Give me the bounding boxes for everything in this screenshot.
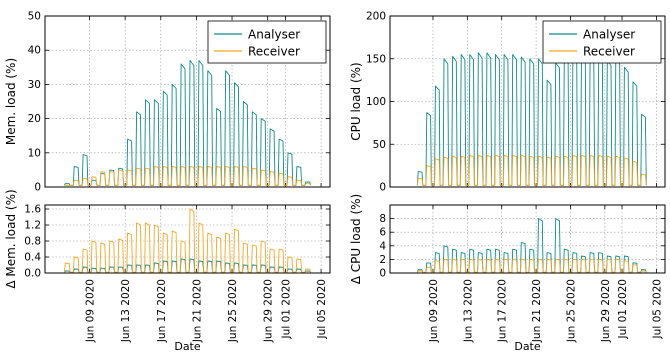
- series-line-receiver: [64, 166, 311, 186]
- y-tick-label: 1.2: [24, 220, 41, 232]
- y-tick-label: 6: [379, 227, 386, 239]
- legend: Analyser Receiver: [207, 20, 327, 64]
- chart-delta-cpu: 0 2 46 8 Δ CPU load (%) Jun 09 2020 Jun 13 202…: [349, 194, 666, 353]
- series-line-analyser: [416, 218, 647, 273]
- x-axis-label: Date: [514, 340, 541, 353]
- y-tick-label: 0: [34, 182, 41, 194]
- x-tick-label: Jun 21 2020: [191, 279, 203, 343]
- plot-frame: [389, 204, 666, 274]
- plot-frame: [44, 204, 331, 274]
- y-tick-label: 8: [379, 213, 386, 225]
- x-tick-label: Jul 01 2020: [617, 279, 629, 339]
- x-tick-label: Jun 13 2020: [462, 279, 474, 343]
- y-tick-label: 50: [28, 11, 41, 23]
- x-axis-label: Date: [174, 340, 201, 353]
- y-axis-label: Δ CPU load (%): [349, 194, 363, 284]
- x-tick-label: Jun 25 2020: [565, 279, 577, 343]
- legend: Analyser Receiver: [542, 20, 662, 64]
- x-tick-label: Jun 09 2020: [85, 279, 97, 343]
- plot-frame: [44, 15, 331, 188]
- y-tick-label: 0: [379, 268, 386, 280]
- x-tick-label: Jun 13 2020: [120, 279, 132, 343]
- legend-label-receiver: Receiver: [583, 45, 635, 59]
- x-tick-label: Jun 29 2020: [263, 279, 275, 343]
- series-line-analyser: [64, 258, 311, 273]
- y-tick-label: 0: [379, 182, 386, 194]
- chart-cpu-load: 0 50 100 150 200 CPU load (%) Analyser Receiver: [349, 11, 666, 194]
- y-tick-label: 100: [366, 96, 386, 108]
- y-tick-label: 10: [28, 147, 41, 159]
- y-axis-label: Mem. load (%): [4, 58, 18, 145]
- y-axis-label: CPU load (%): [349, 62, 363, 140]
- legend-label-analyser: Analyser: [248, 28, 300, 42]
- y-tick-label: 20: [28, 113, 41, 125]
- series-line-receiver: [63, 208, 312, 273]
- y-tick-label: 0.8: [24, 236, 41, 248]
- y-tick-label: 4: [379, 240, 386, 252]
- y-tick-label: 2: [379, 254, 386, 266]
- y-tick-label: 40: [28, 45, 41, 57]
- y-tick-label: 0.4: [24, 252, 41, 264]
- x-tick-label: Jul 05 2020: [651, 279, 663, 339]
- x-tick-label: Jun 17 2020: [156, 279, 168, 343]
- x-tick-label: Jun 09 2020: [428, 279, 440, 343]
- y-tick-label: 50: [373, 139, 386, 151]
- series-line-receiver: [416, 154, 647, 186]
- legend-label-analyser: Analyser: [583, 28, 635, 42]
- chart-mem-load: 0 10 20 30 40 50 Mem. load (%) Analyser Receiver: [4, 11, 331, 194]
- x-tick-label: Jun 29 2020: [600, 279, 612, 343]
- y-axis-label: Δ Mem. load (%): [4, 189, 18, 288]
- series-line-analyser: [64, 60, 312, 186]
- x-tick-label: Jun 21 2020: [531, 279, 543, 343]
- legend-box: [542, 20, 662, 64]
- y-tick-label: 150: [366, 53, 386, 65]
- x-tick-label: Jun 17 2020: [497, 279, 509, 343]
- chart-delta-mem: 0.0 0.4 0.8 1.2 1.6 Δ Mem. load (%) Jun 09 202…: [4, 189, 331, 353]
- y-tick-label: 0.0: [24, 268, 41, 280]
- series-line-analyser: [416, 52, 647, 186]
- series-line-receiver: [416, 258, 647, 273]
- x-tick-label: Jun 25 2020: [227, 279, 239, 343]
- y-tick-label: 30: [28, 79, 41, 91]
- legend-box: [207, 20, 327, 64]
- y-tick-label: 200: [366, 11, 386, 23]
- x-tick-label: Jul 01 2020: [280, 279, 292, 339]
- plot-frame: [389, 15, 666, 188]
- y-tick-label: 1.6: [24, 204, 41, 216]
- x-tick-label: Jul 05 2020: [316, 279, 328, 339]
- legend-label-receiver: Receiver: [248, 45, 300, 59]
